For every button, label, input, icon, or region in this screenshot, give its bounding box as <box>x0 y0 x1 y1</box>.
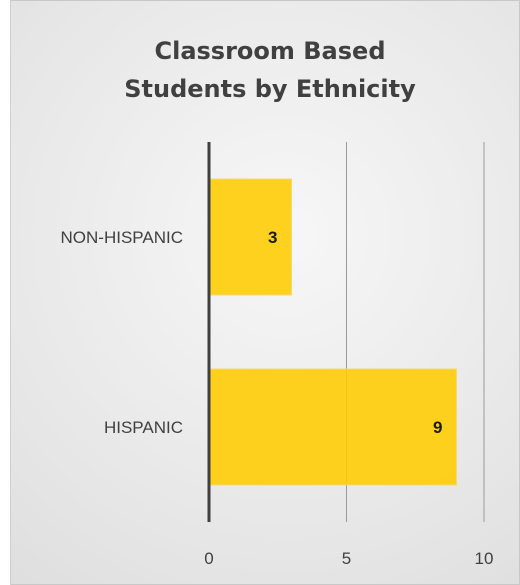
x-tick-label-5: 5 <box>342 549 351 568</box>
data-label-non-hispanic: 3 <box>268 228 277 247</box>
category-label-non-hispanic: NON-HISPANIC <box>61 228 183 247</box>
chart-title-line-2: Students by Ethnicity <box>124 75 416 103</box>
left-border <box>0 0 11 585</box>
category-label-hispanic: HISPANIC <box>104 418 183 437</box>
chart-title: Classroom Based Students by Ethnicity <box>0 32 520 108</box>
x-tick-label-0: 0 <box>204 549 213 568</box>
x-tick-label-10: 10 <box>475 549 494 568</box>
bar-hispanic <box>208 368 457 486</box>
data-label-hispanic: 9 <box>433 418 442 437</box>
chart-title-line-1: Classroom Based <box>154 37 386 65</box>
bar-non-hispanic <box>208 178 292 296</box>
